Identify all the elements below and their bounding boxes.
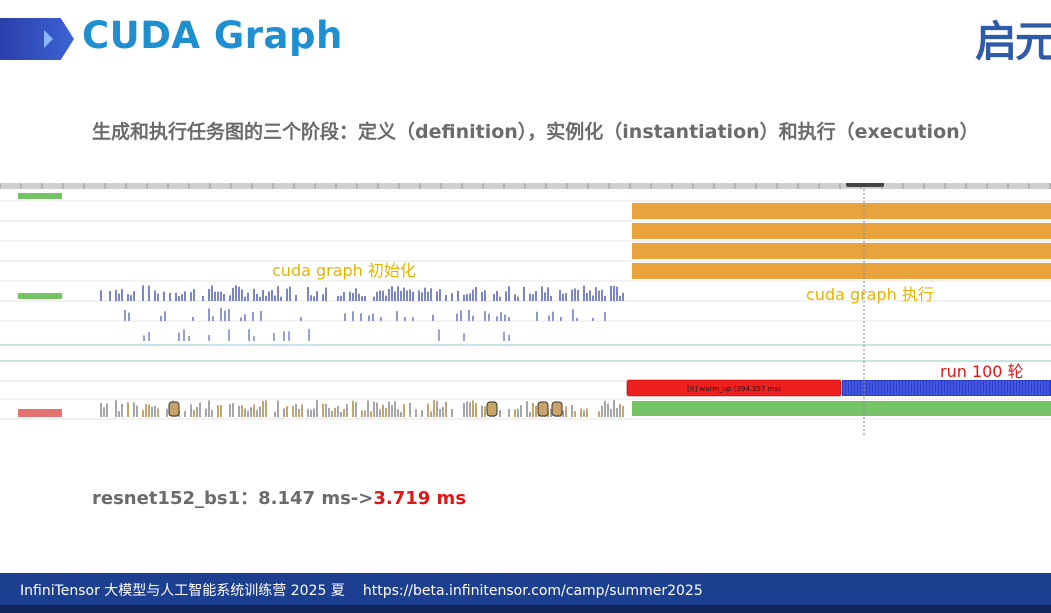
footer-text: InfiniTensor 大模型与人工智能系统训练营 2025 夏 https:/… xyxy=(20,580,703,600)
result-before: resnet152_bs1：8.147 ms-> xyxy=(92,488,374,509)
ruler-ticks xyxy=(0,183,1051,189)
result-after: 3.719 ms xyxy=(373,488,467,509)
init-label: cuda graph 初始化 xyxy=(272,261,416,280)
exec-track-2 xyxy=(632,223,1051,239)
init-bottom-blocks xyxy=(18,400,624,417)
footer-stripe xyxy=(0,605,1051,613)
title-banner xyxy=(0,18,74,60)
footer-camp: InfiniTensor 大模型与人工智能系统训练营 2025 夏 xyxy=(20,583,345,599)
trace-canvas: [it] warm_up (394.357 ms) xyxy=(0,183,1051,435)
time-cursor-handle xyxy=(846,183,884,187)
warmup-bar xyxy=(626,379,842,397)
run-label: run 100 轮 xyxy=(940,362,1024,381)
chevron-right-icon xyxy=(44,30,53,48)
footer-bar: InfiniTensor 大模型与人工智能系统训练营 2025 夏 https:/… xyxy=(0,573,1051,613)
warmup-text: [it] warm_up (394.357 ms) xyxy=(687,385,781,393)
exec-kernel-tracks xyxy=(632,203,1051,279)
footer-url[interactable]: https://beta.infinitensor.com/camp/summe… xyxy=(362,583,703,599)
exec-green-track xyxy=(632,401,1051,416)
run-100-iterations xyxy=(843,381,1049,395)
benchmark-result: resnet152_bs1：8.147 ms->3.719 ms xyxy=(92,484,466,510)
exec-label: cuda graph 执行 xyxy=(806,285,934,304)
exec-track-4 xyxy=(632,263,1051,279)
exec-track-3 xyxy=(632,243,1051,259)
run-100-bar xyxy=(842,380,1051,396)
slide-subtitle: 生成和执行任务图的三个阶段：定义（definition），实例化（instant… xyxy=(92,121,979,143)
init-kernel-blocks xyxy=(18,193,624,341)
profiler-trace-screenshot: [it] warm_up (394.357 ms) cuda graph 初始化… xyxy=(0,183,1051,435)
exec-track-1 xyxy=(632,203,1051,219)
brand-logo: 启元 xyxy=(974,17,1051,66)
page-title: CUDA Graph xyxy=(82,14,343,57)
